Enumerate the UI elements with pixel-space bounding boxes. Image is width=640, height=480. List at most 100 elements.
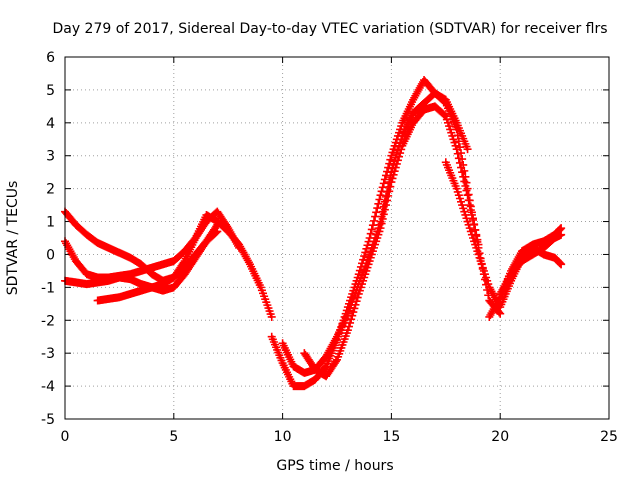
data-point (350, 304, 359, 313)
y-tick-label: -3 (41, 346, 55, 362)
y-tick-label: 6 (46, 50, 55, 66)
x-tick-label: 5 (169, 429, 178, 445)
data-point (452, 145, 461, 154)
data-point (331, 357, 340, 366)
data-point (351, 300, 360, 309)
data-point (455, 158, 464, 167)
data-point (396, 149, 405, 158)
data-point (213, 227, 222, 236)
data-point (347, 315, 356, 324)
data-point (386, 182, 395, 191)
data-point (375, 195, 384, 204)
y-tick-label: 4 (46, 116, 55, 132)
x-axis-label: GPS time / hours (276, 458, 393, 474)
data-point (387, 178, 396, 187)
data-point (377, 219, 386, 228)
x-tick-label: 0 (61, 429, 70, 445)
y-tick-label: -5 (41, 412, 55, 428)
data-point (463, 191, 472, 200)
data-point (386, 155, 395, 164)
data-point (376, 191, 385, 200)
data-point (464, 196, 473, 205)
data-point (459, 172, 468, 181)
y-tick-label: -4 (41, 379, 55, 395)
data-point (471, 225, 480, 234)
data-point (346, 318, 355, 327)
data-point (458, 168, 467, 177)
data-point (361, 248, 370, 257)
data-point (391, 163, 400, 172)
data-points (61, 76, 566, 391)
data-point (379, 210, 388, 219)
data-point (457, 163, 466, 172)
data-point (380, 205, 389, 214)
data-point (212, 228, 221, 237)
data-point (348, 311, 357, 320)
data-point (384, 191, 393, 200)
y-tick-label: 3 (46, 149, 55, 165)
data-point (353, 293, 362, 302)
data-point (373, 204, 382, 213)
series-track-7 (300, 102, 483, 381)
data-point (378, 214, 387, 223)
data-point (461, 182, 470, 191)
x-tick-label: 20 (491, 429, 509, 445)
data-point (469, 215, 477, 224)
chart-title: Day 279 of 2017, Sidereal Day-to-day VTE… (52, 21, 607, 37)
y-tick-label: 0 (46, 247, 55, 263)
data-point (454, 154, 463, 163)
data-point (466, 206, 475, 215)
series-track-10 (496, 230, 566, 298)
data-point (267, 312, 276, 321)
data-point (385, 187, 394, 196)
data-point (344, 322, 353, 331)
data-point (388, 174, 397, 183)
data-point (495, 308, 504, 317)
data-point (349, 308, 358, 317)
data-point (379, 179, 388, 188)
x-tick-label: 10 (274, 429, 292, 445)
data-point (380, 175, 389, 184)
data-point (374, 199, 383, 208)
data-point (235, 243, 244, 252)
data-point (389, 170, 398, 179)
data-point (397, 145, 406, 154)
data-point (352, 297, 361, 306)
plot-frame (64, 56, 610, 420)
x-tick-label: 25 (600, 429, 618, 445)
data-point (384, 163, 393, 172)
data-point (557, 260, 566, 269)
data-point (462, 186, 471, 195)
data-point (393, 156, 402, 165)
data-point (460, 177, 469, 186)
data-point (463, 145, 472, 154)
x-tick-label: 15 (382, 429, 400, 445)
series-track-8 (441, 158, 566, 312)
data-point (383, 196, 392, 205)
data-point (385, 159, 394, 168)
y-axis-label: SDTVAR / TECUs (5, 181, 21, 296)
data-point (465, 201, 474, 210)
data-point (366, 229, 375, 238)
data-point (395, 152, 404, 161)
data-point (343, 326, 352, 335)
y-tick-label: -2 (41, 313, 55, 329)
data-point (557, 230, 566, 239)
series-track-4 (93, 227, 222, 305)
data-point (381, 171, 390, 180)
y-tick-label: 5 (46, 83, 55, 99)
data-point (362, 244, 371, 253)
data-point (392, 159, 401, 168)
y-tick-label: 2 (46, 182, 55, 198)
series-track-6 (278, 89, 472, 377)
y-tick-label: 1 (46, 215, 55, 231)
data-point (453, 149, 462, 158)
y-tick-label: -1 (41, 280, 55, 296)
data-point (367, 225, 376, 234)
data-point (381, 201, 390, 210)
data-point (390, 167, 399, 176)
data-point (360, 252, 369, 261)
data-point (440, 111, 449, 120)
data-point (376, 224, 385, 233)
